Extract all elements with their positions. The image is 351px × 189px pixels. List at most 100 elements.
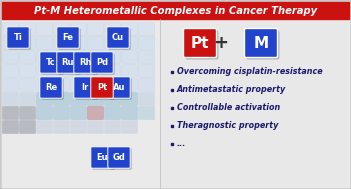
FancyBboxPatch shape [37,64,53,77]
FancyBboxPatch shape [121,106,138,119]
FancyBboxPatch shape [58,53,81,75]
Text: Rh: Rh [79,58,91,67]
FancyBboxPatch shape [121,92,138,105]
FancyBboxPatch shape [53,106,69,119]
Text: ...: ... [177,139,186,149]
FancyBboxPatch shape [20,121,35,133]
FancyBboxPatch shape [87,64,104,77]
FancyBboxPatch shape [121,64,138,77]
Text: Gd: Gd [113,153,125,162]
FancyBboxPatch shape [121,78,138,91]
FancyBboxPatch shape [139,78,154,91]
Text: Controllable activation: Controllable activation [177,104,280,112]
FancyBboxPatch shape [53,92,69,105]
FancyBboxPatch shape [105,36,120,50]
FancyBboxPatch shape [20,78,35,91]
FancyBboxPatch shape [37,121,53,133]
FancyBboxPatch shape [246,30,279,60]
Text: Au: Au [113,83,125,92]
FancyBboxPatch shape [92,78,115,100]
FancyBboxPatch shape [2,64,19,77]
FancyBboxPatch shape [37,22,53,36]
FancyBboxPatch shape [2,36,19,50]
FancyBboxPatch shape [105,22,120,36]
FancyBboxPatch shape [71,106,86,119]
FancyBboxPatch shape [53,78,69,91]
FancyBboxPatch shape [121,92,138,105]
FancyBboxPatch shape [105,92,120,105]
FancyBboxPatch shape [121,36,138,50]
FancyBboxPatch shape [40,52,62,73]
FancyBboxPatch shape [91,77,113,98]
FancyBboxPatch shape [87,106,104,119]
FancyBboxPatch shape [53,121,69,133]
FancyBboxPatch shape [71,50,86,64]
FancyBboxPatch shape [139,36,154,50]
FancyBboxPatch shape [139,92,154,105]
FancyBboxPatch shape [71,22,86,36]
FancyBboxPatch shape [20,92,35,105]
FancyBboxPatch shape [20,64,35,77]
FancyBboxPatch shape [139,106,154,119]
FancyBboxPatch shape [71,92,86,105]
FancyBboxPatch shape [75,53,98,75]
FancyBboxPatch shape [41,78,64,100]
FancyBboxPatch shape [53,36,69,50]
Text: Pt: Pt [97,83,107,92]
FancyBboxPatch shape [105,78,120,91]
FancyBboxPatch shape [71,92,86,105]
FancyBboxPatch shape [2,121,19,133]
FancyBboxPatch shape [37,78,53,91]
FancyBboxPatch shape [71,36,86,50]
FancyBboxPatch shape [87,36,104,50]
Text: Tc: Tc [46,58,56,67]
FancyBboxPatch shape [71,121,86,133]
Text: Pd: Pd [96,58,108,67]
FancyBboxPatch shape [121,121,138,133]
FancyBboxPatch shape [87,106,104,119]
FancyBboxPatch shape [71,64,86,77]
FancyBboxPatch shape [40,77,62,98]
Text: Theragnostic property: Theragnostic property [177,122,278,130]
FancyBboxPatch shape [57,52,79,73]
Text: Pt: Pt [191,36,209,50]
FancyBboxPatch shape [74,52,96,73]
FancyBboxPatch shape [37,36,53,50]
FancyBboxPatch shape [87,22,104,36]
FancyBboxPatch shape [2,22,19,36]
FancyBboxPatch shape [37,50,53,64]
FancyBboxPatch shape [107,27,129,48]
FancyBboxPatch shape [71,106,86,119]
FancyBboxPatch shape [139,64,154,77]
FancyBboxPatch shape [139,22,154,36]
FancyBboxPatch shape [139,50,154,64]
Text: Eu: Eu [96,153,108,162]
FancyBboxPatch shape [20,106,35,119]
FancyBboxPatch shape [20,121,35,133]
FancyBboxPatch shape [57,27,79,48]
FancyBboxPatch shape [121,22,138,36]
FancyBboxPatch shape [53,22,69,36]
FancyBboxPatch shape [105,64,120,77]
FancyBboxPatch shape [105,50,120,64]
FancyBboxPatch shape [105,106,120,119]
Bar [160,19,349,187]
FancyBboxPatch shape [53,106,69,119]
FancyBboxPatch shape [53,50,69,64]
FancyBboxPatch shape [109,148,132,170]
Bar [2,2,349,19]
Text: Re: Re [45,83,57,92]
FancyBboxPatch shape [87,78,104,91]
FancyBboxPatch shape [2,106,19,119]
FancyBboxPatch shape [87,50,104,64]
FancyBboxPatch shape [71,78,86,91]
FancyBboxPatch shape [20,106,35,119]
FancyBboxPatch shape [2,78,19,91]
FancyBboxPatch shape [20,36,35,50]
FancyBboxPatch shape [87,92,104,105]
FancyBboxPatch shape [105,121,120,133]
Text: Ru: Ru [62,58,74,67]
FancyBboxPatch shape [74,77,96,98]
FancyBboxPatch shape [105,92,120,105]
Text: Cu: Cu [112,33,124,42]
